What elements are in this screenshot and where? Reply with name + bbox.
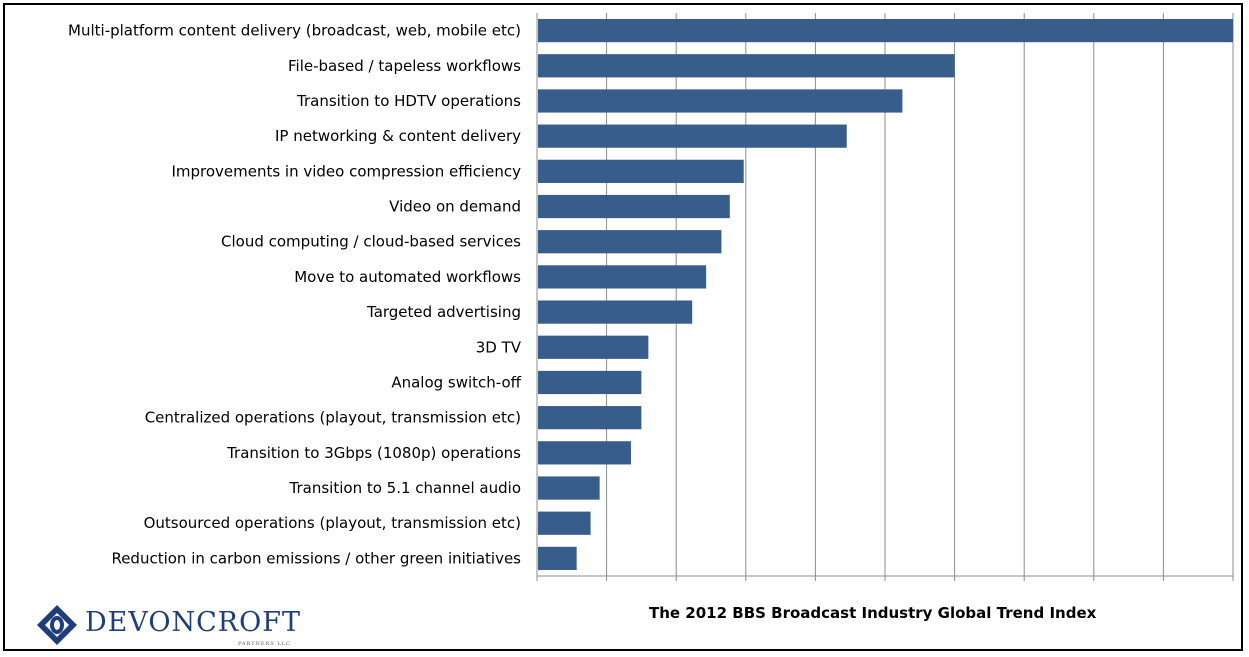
devoncroft-logo: DEVONCROFT PARTNERS LLC: [35, 601, 325, 653]
category-label: Transition to 5.1 channel audio: [289, 479, 521, 497]
bar: [538, 18, 1233, 43]
category-label: IP networking & content delivery: [275, 127, 521, 145]
bar: [538, 476, 600, 500]
bar: [538, 406, 642, 430]
chart-title: The 2012 BBS Broadcast Industry Global T…: [649, 604, 1097, 622]
category-label: Targeted advertising: [366, 303, 521, 321]
logo-name: DEVONCROFT: [85, 607, 302, 638]
bar: [538, 546, 577, 571]
category-label: 3D TV: [476, 338, 522, 356]
bar-chart: Multi-platform content delivery (broadca…: [68, 13, 1234, 581]
category-label: Reduction in carbon emissions / other gr…: [111, 549, 521, 567]
category-label: Transition to 3Gbps (1080p) operations: [226, 444, 521, 462]
category-label: Transition to HDTV operations: [296, 92, 521, 110]
category-label: Improvements in video compression effici…: [171, 162, 521, 180]
category-label: Cloud computing / cloud-based services: [221, 233, 521, 251]
bar: [538, 511, 591, 535]
category-label: Centralized operations (playout, transmi…: [145, 409, 521, 427]
bar: [538, 159, 744, 183]
bar: [538, 265, 707, 289]
category-label: Outsourced operations (playout, transmis…: [144, 514, 521, 532]
bar: [538, 300, 693, 324]
bar: [538, 335, 649, 359]
bar: [538, 441, 631, 465]
bar: [538, 89, 903, 113]
bar: [538, 194, 730, 219]
bar: [538, 124, 847, 148]
category-label: Multi-platform content delivery (broadca…: [68, 22, 521, 40]
category-label: Video on demand: [389, 198, 521, 216]
chart-frame: Multi-platform content delivery (broadca…: [3, 3, 1243, 651]
category-label: Move to automated workflows: [294, 268, 521, 286]
bar: [538, 230, 722, 254]
category-label: Analog switch-off: [391, 373, 521, 391]
logo-subtitle: PARTNERS LLC: [238, 641, 291, 647]
bar: [538, 370, 642, 395]
category-label: File-based / tapeless workflows: [288, 57, 521, 75]
bar: [538, 54, 955, 78]
logo-diamond-icon: [37, 605, 77, 645]
